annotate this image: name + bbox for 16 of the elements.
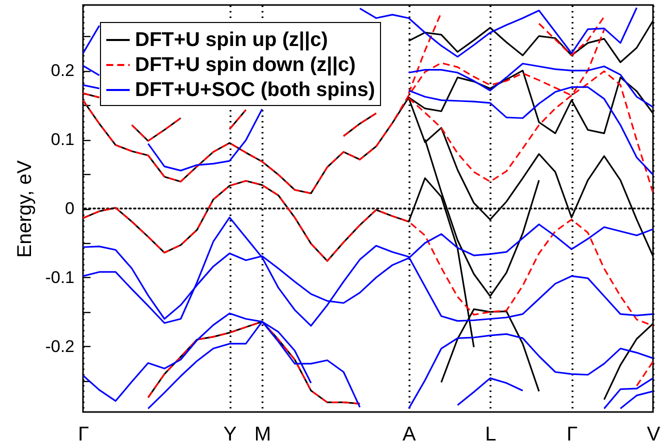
y-tick-label: -0.2 (45, 336, 74, 356)
y-axis-title: Energy, eV (14, 160, 36, 258)
y-tick-label: 0.1 (50, 130, 74, 150)
legend-label: DFT+U spin down (z||c) (135, 54, 356, 76)
x-tick-label: Γ (78, 424, 90, 446)
legend-label: DFT+U spin up (z||c) (135, 29, 328, 51)
y-tick-label: 0.2 (50, 61, 74, 80)
x-tick-label: Γ (566, 424, 578, 446)
x-tick-label: A (402, 424, 417, 446)
y-tick-label: 0 (65, 199, 74, 218)
x-tick-label: Y (223, 424, 237, 446)
x-tick-label: V (646, 424, 661, 446)
x-tick-label: M (254, 424, 271, 446)
y-tick-label: -0.1 (45, 268, 74, 287)
legend-label: DFT+U+SOC (both spins) (135, 79, 375, 101)
x-tick-label: L (485, 424, 496, 446)
